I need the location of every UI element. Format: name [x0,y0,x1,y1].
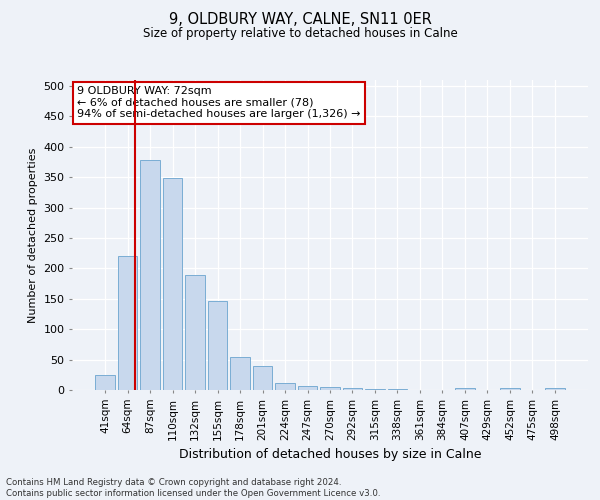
Bar [275,382,295,390]
Bar [320,387,340,390]
Bar [253,366,272,390]
Text: 9 OLDBURY WAY: 72sqm
← 6% of detached houses are smaller (78)
94% of semi-detach: 9 OLDBURY WAY: 72sqm ← 6% of detached ho… [77,86,361,120]
Bar [140,160,160,390]
Bar [118,256,137,390]
Bar [230,357,250,390]
Bar [185,274,205,390]
Bar [95,375,115,390]
X-axis label: Distribution of detached houses by size in Calne: Distribution of detached houses by size … [179,448,481,461]
Text: 9, OLDBURY WAY, CALNE, SN11 0ER: 9, OLDBURY WAY, CALNE, SN11 0ER [169,12,431,28]
Y-axis label: Number of detached properties: Number of detached properties [28,148,38,322]
Text: Contains HM Land Registry data © Crown copyright and database right 2024.
Contai: Contains HM Land Registry data © Crown c… [6,478,380,498]
Text: Size of property relative to detached houses in Calne: Size of property relative to detached ho… [143,28,457,40]
Bar [163,178,182,390]
Bar [298,386,317,390]
Bar [365,389,385,390]
Bar [208,302,227,390]
Bar [500,388,520,390]
Bar [455,388,475,390]
Bar [343,388,362,390]
Bar [545,388,565,390]
